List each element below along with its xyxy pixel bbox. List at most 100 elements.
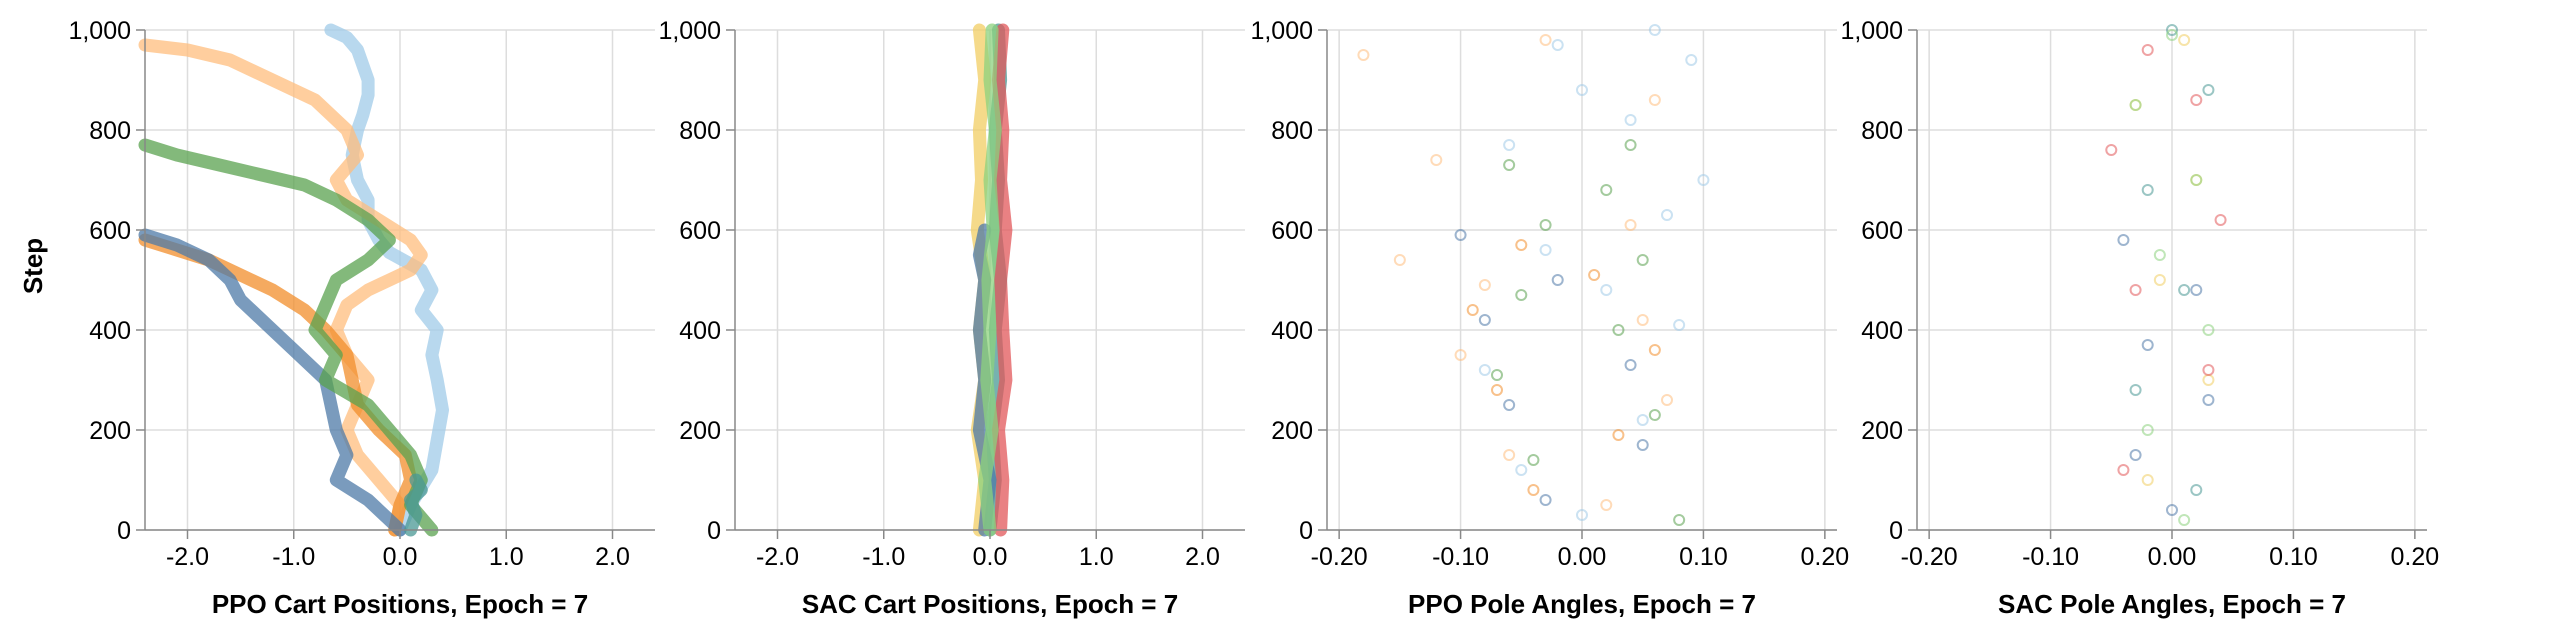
- x-tick-label: -1.0: [272, 543, 315, 571]
- x-axis-title: PPO Cart Positions, Epoch = 7: [212, 589, 588, 619]
- data-point: [2190, 94, 2203, 106]
- data-point: [2129, 284, 2142, 296]
- y-tick-label: 0: [707, 517, 721, 545]
- data-point: [1648, 24, 1661, 36]
- data-point: [2178, 284, 2191, 296]
- data-point: [2166, 24, 2178, 36]
- data-point: [1503, 399, 1516, 411]
- data-point: [1576, 509, 1588, 521]
- data-point: [2117, 464, 2130, 476]
- data-point: [1661, 209, 1673, 221]
- series-group: [1357, 24, 1710, 526]
- y-tick-label: 1,000: [658, 17, 721, 45]
- data-point: [1600, 184, 1613, 196]
- data-point: [1539, 494, 1552, 506]
- y-tick-label: 800: [89, 117, 131, 145]
- data-point: [2202, 324, 2215, 336]
- y-tick-label: 0: [1889, 517, 1903, 545]
- series-group: [970, 23, 1013, 537]
- y-tick-label: 600: [679, 217, 721, 245]
- y-tick-label: 200: [679, 417, 721, 445]
- data-point: [1661, 394, 1673, 406]
- data-point: [1636, 414, 1649, 426]
- y-tick-label: 800: [1861, 117, 1903, 145]
- x-axis-title: SAC Cart Positions, Epoch = 7: [802, 589, 1178, 619]
- data-point: [1600, 284, 1613, 296]
- x-tick-label: 0.0: [973, 543, 1008, 571]
- data-point: [1527, 454, 1540, 466]
- data-point: [1551, 274, 1564, 286]
- series-group: [138, 23, 449, 537]
- data-point: [2141, 184, 2154, 196]
- data-point: [1636, 439, 1649, 451]
- data-point: [2202, 364, 2215, 376]
- data-point: [1491, 384, 1503, 396]
- data-point: [1430, 154, 1443, 166]
- data-point: [2202, 84, 2215, 96]
- y-tick-label: 0: [1299, 517, 1313, 545]
- chart-panel-2: -2.0 -1.0 0.0 1.0 2.0 0 200 400 600 800 1,000 SAC C…: [658, 17, 1245, 619]
- x-tick-label: -2.0: [756, 543, 799, 571]
- y-tick-label: 600: [1271, 217, 1313, 245]
- data-point: [1600, 499, 1613, 511]
- data-point: [2190, 174, 2203, 186]
- data-point: [2190, 284, 2203, 296]
- data-point: [1539, 34, 1552, 46]
- data-point: [1454, 229, 1467, 241]
- x-tick-label: 0.00: [1558, 543, 1607, 571]
- x-tick-label: 0.00: [2148, 543, 2197, 571]
- data-point: [1612, 429, 1625, 441]
- data-point: [1648, 409, 1661, 421]
- y-tick-label: 1,000: [1840, 17, 1903, 45]
- data-point: [1515, 289, 1528, 301]
- data-point: [1478, 314, 1491, 326]
- data-point: [1648, 94, 1661, 106]
- x-axis-title: PPO Pole Angles, Epoch = 7: [1408, 589, 1756, 619]
- series-line-5: [138, 138, 439, 537]
- data-point: [1673, 319, 1686, 331]
- data-point: [2105, 144, 2118, 156]
- data-point: [2141, 339, 2154, 351]
- data-point: [2129, 99, 2142, 111]
- data-point: [1539, 244, 1552, 256]
- y-tick-label: 800: [679, 117, 721, 145]
- data-point: [2214, 214, 2227, 226]
- data-point: [1612, 324, 1625, 336]
- series-line-6: [404, 473, 428, 537]
- x-tick-label: 0.20: [1801, 543, 1850, 571]
- data-point: [2129, 384, 2142, 396]
- chart-panel-3: -0.20 -0.10 0.00 0.10 0.20 0 200 400 600 800 1,000…: [1250, 17, 1849, 619]
- chart-panel-1: -2.0 -1.0 0.0 1.0 2.0 0 200 400 600 800 1,000 PPO C…: [68, 17, 655, 619]
- x-axis-title: SAC Pole Angles, Epoch = 7: [1998, 589, 2346, 619]
- data-point: [1673, 514, 1686, 526]
- data-point: [1624, 114, 1637, 126]
- data-point: [2153, 274, 2166, 286]
- data-point: [1503, 449, 1516, 461]
- data-point: [2129, 449, 2142, 461]
- x-tick-label: -2.0: [166, 543, 209, 571]
- data-point: [1515, 464, 1528, 476]
- data-point: [2141, 424, 2154, 436]
- data-point: [1503, 159, 1516, 171]
- panels: -2.0 -1.0 0.0 1.0 2.0 0 200 400 600 800 1,000 PPO C…: [68, 17, 2439, 619]
- data-point: [1515, 239, 1528, 251]
- data-point: [1588, 269, 1601, 281]
- data-point: [1648, 344, 1661, 356]
- x-tick-label: 0.20: [2391, 543, 2440, 571]
- x-tick-label: 0.0: [383, 543, 418, 571]
- data-point: [1539, 219, 1552, 231]
- data-point: [1685, 54, 1698, 66]
- data-point: [1478, 279, 1491, 291]
- data-point: [1697, 174, 1710, 186]
- y-tick-label: 200: [1861, 417, 1903, 445]
- x-tick-label: -1.0: [862, 543, 905, 571]
- data-point: [1576, 84, 1588, 96]
- data-point: [2202, 394, 2215, 406]
- data-point: [2178, 34, 2191, 46]
- y-tick-label: 400: [1271, 317, 1313, 345]
- y-tick-label: 400: [89, 317, 131, 345]
- data-point: [2141, 44, 2154, 56]
- data-point: [1624, 359, 1637, 371]
- data-point: [1636, 314, 1649, 326]
